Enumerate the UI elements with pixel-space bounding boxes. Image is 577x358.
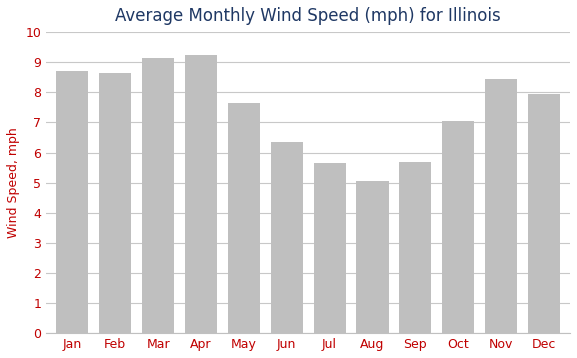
Bar [528,94,560,333]
Bar [228,103,260,333]
Bar [142,58,174,333]
Bar [485,79,517,333]
Bar [271,142,303,333]
Bar [313,163,346,333]
Y-axis label: Wind Speed, mph: Wind Speed, mph [7,127,20,238]
Bar [442,121,474,333]
Bar [99,73,132,333]
Bar [357,181,388,333]
Bar [57,71,88,333]
Bar [399,161,432,333]
Bar [185,55,217,333]
Title: Average Monthly Wind Speed (mph) for Illinois: Average Monthly Wind Speed (mph) for Ill… [115,7,501,25]
